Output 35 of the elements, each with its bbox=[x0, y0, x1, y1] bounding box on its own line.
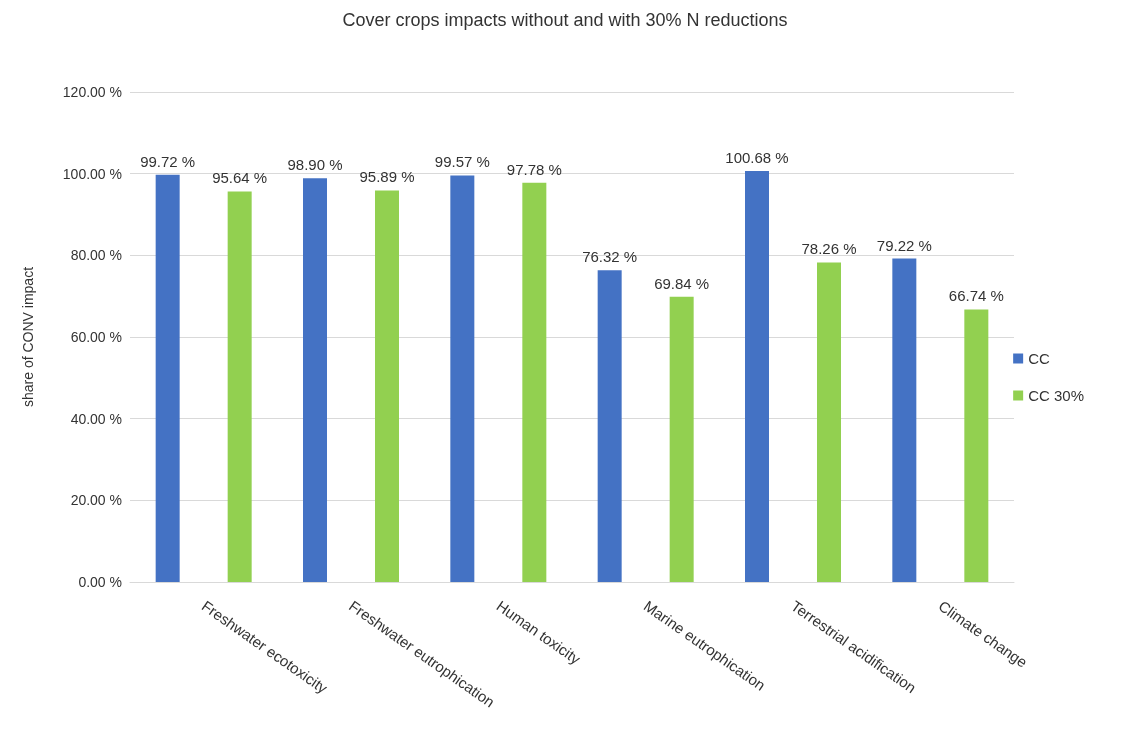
data-label: 99.57 % bbox=[434, 153, 490, 171]
bar bbox=[964, 309, 989, 582]
bar bbox=[227, 191, 252, 582]
data-label: 79.22 % bbox=[876, 236, 932, 254]
bar bbox=[745, 170, 769, 582]
data-label: 76.32 % bbox=[582, 248, 638, 266]
bar bbox=[450, 175, 475, 582]
bar bbox=[522, 182, 547, 582]
y-tick-label: 0.00 % bbox=[78, 574, 122, 590]
y-tick-label: 20.00 % bbox=[70, 492, 122, 509]
y-tick-label: 40.00 % bbox=[70, 410, 122, 427]
data-label: 95.89 % bbox=[359, 168, 415, 186]
y-axis-title: share of CONV impact bbox=[20, 266, 36, 408]
data-label: 78.26 % bbox=[801, 240, 857, 258]
y-tick-label: 60.00 % bbox=[70, 329, 122, 345]
legend-label: CC bbox=[1028, 350, 1050, 367]
bar bbox=[892, 258, 917, 582]
y-tick-label: 80.00 % bbox=[70, 247, 122, 264]
bar bbox=[303, 178, 327, 582]
data-label: 69.84 % bbox=[654, 274, 710, 292]
bar bbox=[155, 174, 180, 582]
y-tick-label: 100.00 % bbox=[62, 165, 122, 182]
data-label: 98.90 % bbox=[287, 156, 343, 174]
bar bbox=[817, 262, 841, 582]
bar bbox=[597, 270, 622, 582]
data-label: 97.78 % bbox=[506, 160, 562, 178]
chart-title: Cover crops impacts without and with 30% N reductions bbox=[342, 10, 788, 30]
data-label: 66.74 % bbox=[948, 287, 1004, 305]
bar bbox=[669, 296, 694, 582]
data-label: 100.68 % bbox=[725, 148, 789, 166]
data-label: 95.64 % bbox=[212, 169, 268, 187]
data-label: 99.72 % bbox=[140, 152, 196, 170]
bar bbox=[375, 190, 399, 582]
y-tick-label: 120.00 % bbox=[62, 84, 122, 100]
legend-label: CC 30% bbox=[1028, 387, 1084, 404]
